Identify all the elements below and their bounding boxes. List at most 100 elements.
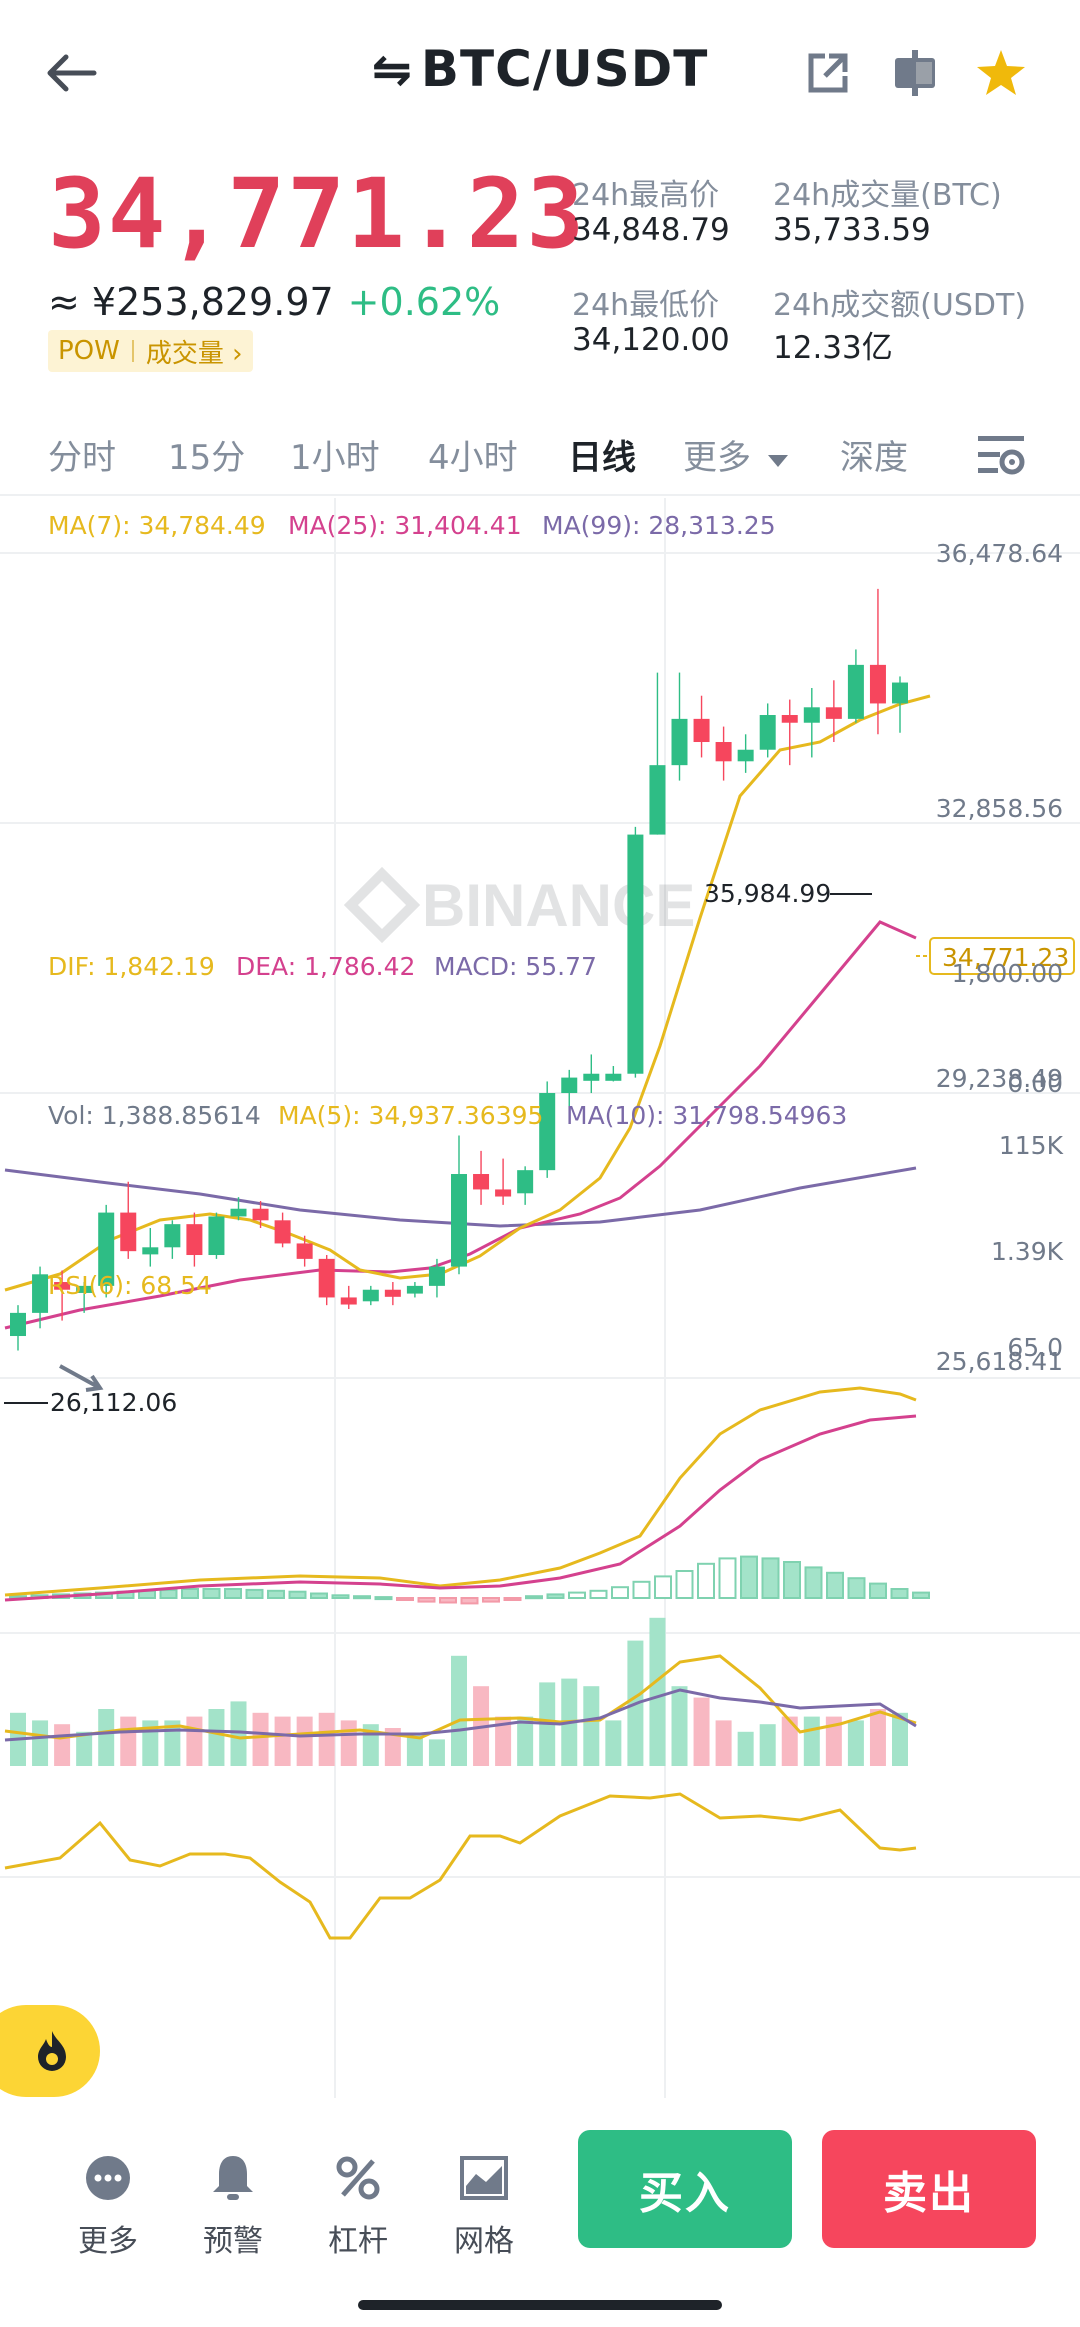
dea-line (4, 1414, 917, 1602)
dif-line (4, 1386, 917, 1597)
compare-icon[interactable] (880, 38, 950, 108)
macd-bar (482, 1597, 500, 1603)
candle-body (892, 682, 908, 704)
vol-btc-value: 35,733.59 (773, 212, 931, 248)
candle-body (230, 1208, 247, 1217)
kline-chart[interactable]: BINANCE 35,984.99 26,112.06 34,771.23 MA… (0, 498, 1080, 2098)
back-arrow-icon[interactable] (36, 38, 106, 108)
macd-histogram (9, 1555, 930, 1605)
macd-bar (589, 1589, 608, 1600)
macd-bar (611, 1586, 629, 1599)
candle-body (781, 715, 798, 723)
volume-bar (649, 1617, 666, 1766)
volume-bar (120, 1716, 137, 1766)
candle-body (340, 1297, 357, 1305)
volume-bar (76, 1731, 93, 1766)
candle-body (649, 765, 666, 835)
buy-button[interactable]: 买入 (578, 2130, 792, 2248)
share-icon[interactable] (793, 38, 863, 108)
dea-legend: DEA: 1,786.42 (236, 952, 415, 981)
candle-body (164, 1224, 181, 1248)
pair-title[interactable]: ⇋ BTC/USDT (371, 40, 709, 98)
candle-body (208, 1216, 225, 1256)
volume-bar (318, 1712, 335, 1766)
macd-bar (288, 1590, 307, 1599)
home-indicator (358, 2300, 722, 2310)
rsi-axis-tick: 65.0 (1007, 1333, 1063, 1362)
macd-bar (310, 1592, 328, 1599)
tab-depth[interactable]: 深度 (840, 438, 908, 478)
volume-bar (32, 1720, 49, 1766)
y-axis-tick: 32,858.56 (936, 794, 1063, 823)
volume-bar (186, 1716, 203, 1766)
macd-axis-tick: 1,800.00 (952, 959, 1063, 988)
volume-bar (847, 1720, 864, 1766)
ma99-legend: MA(99): 28,313.25 (542, 511, 776, 540)
bottom-action-bar: 更多 预警 杠杆 网格 买入 卖出 (0, 2100, 1080, 2327)
candle-body (120, 1212, 137, 1252)
tab-4h[interactable]: 4小时 (428, 438, 518, 478)
low-marker: 26,112.06 (50, 1388, 177, 1417)
macd-bar (804, 1566, 823, 1600)
volume-bar (495, 1716, 512, 1766)
vol-btc-label: 24h成交量(BTC) (773, 178, 1002, 213)
candle-body (803, 707, 820, 723)
candle-body (759, 715, 776, 750)
tab-time-share[interactable]: 分时 (48, 438, 116, 478)
sell-button[interactable]: 卖出 (822, 2130, 1036, 2248)
candle-body (561, 1077, 578, 1094)
macd-bar (181, 1588, 199, 1599)
grid-trading-button[interactable]: 网格 (434, 2150, 534, 2260)
volume-bar (803, 1716, 820, 1766)
macd-bar (202, 1588, 221, 1599)
candle-body (252, 1208, 269, 1221)
candle-body (715, 742, 732, 762)
y-axis-tick: 25,618.41 (936, 1347, 1063, 1376)
volume-bar (296, 1716, 313, 1766)
favorite-star-icon[interactable] (966, 38, 1036, 108)
candle-body (274, 1220, 291, 1244)
tab-more[interactable]: 更多 (683, 430, 790, 479)
volume-bar (54, 1724, 71, 1766)
macd-bar (224, 1588, 242, 1599)
candle-body (825, 707, 842, 719)
pow-tag[interactable]: POW 成交量 › (48, 330, 253, 372)
macd-bar (245, 1588, 264, 1600)
macd-bar (740, 1555, 758, 1599)
grid (0, 498, 1080, 2098)
fire-fab[interactable] (0, 2005, 100, 2097)
tab-1d[interactable]: 日线 (568, 438, 636, 478)
more-button[interactable]: 更多 (58, 2150, 158, 2260)
candle-body (296, 1243, 313, 1259)
tab-1h[interactable]: 1小时 (290, 438, 380, 478)
macd-bar (525, 1595, 543, 1600)
leverage-button[interactable]: 杠杆 (308, 2150, 408, 2260)
candle-body (627, 834, 644, 1074)
volume-bar (428, 1739, 445, 1766)
vol-ma5-line (4, 1654, 917, 1740)
candle-body (473, 1174, 490, 1190)
candle-body (32, 1274, 49, 1313)
alert-button[interactable]: 预警 (183, 2150, 283, 2260)
volume-bar (230, 1701, 247, 1766)
volume-bar (340, 1720, 357, 1766)
macd-bar (890, 1588, 909, 1599)
macd-bar (546, 1593, 565, 1600)
chart-settings-icon[interactable] (966, 420, 1036, 490)
low-value: 34,120.00 (572, 322, 730, 358)
volume-bar (869, 1709, 886, 1766)
macd-bar (783, 1561, 801, 1599)
swap-icon: ⇋ (371, 42, 413, 98)
volume-bar (406, 1735, 423, 1766)
volume-bar (583, 1686, 600, 1766)
candle-body (142, 1247, 159, 1255)
candle-body (605, 1073, 622, 1081)
rsi-line (4, 1792, 917, 1940)
macd-bar (654, 1575, 672, 1600)
interval-tabs: 分时 15分 1小时 4小时 日线 更多 深度 (0, 420, 1080, 490)
volume-bar (715, 1720, 732, 1766)
volume-bar (693, 1697, 710, 1766)
tab-15m[interactable]: 15分 (168, 438, 246, 478)
macd-bar (847, 1577, 866, 1599)
macd-bar (374, 1596, 393, 1601)
